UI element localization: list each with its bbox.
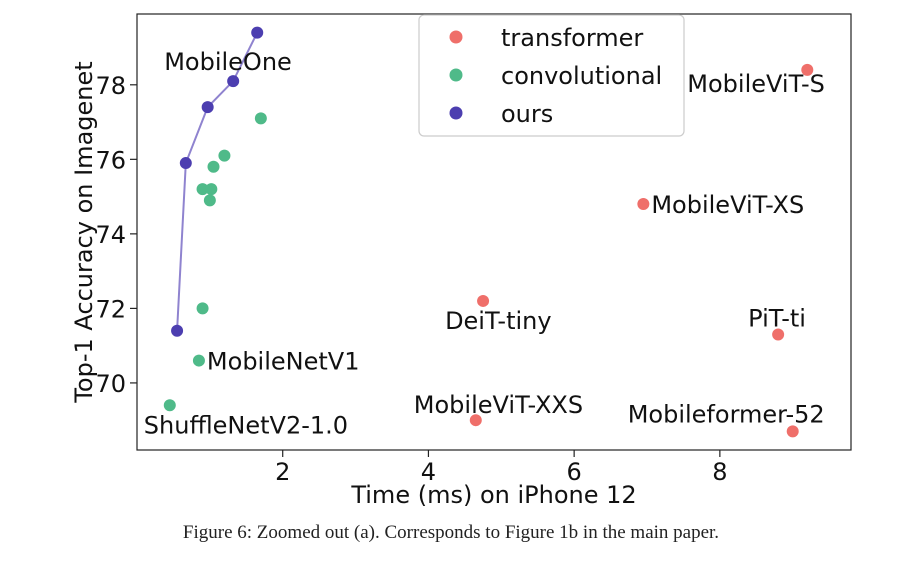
y-tick-label: 78 xyxy=(95,72,126,100)
point-label: PiT-ti xyxy=(748,304,806,332)
y-tick-label: 72 xyxy=(95,295,126,323)
point-ours xyxy=(171,324,184,337)
x-tick-label: 8 xyxy=(712,458,727,486)
x-tick-label: 4 xyxy=(421,458,436,486)
point-convolutional xyxy=(218,149,231,162)
x-tick-label: 6 xyxy=(567,458,582,486)
point-ours xyxy=(251,26,264,39)
x-tick-label: 2 xyxy=(275,458,290,486)
legend-marker-transformer xyxy=(449,30,463,44)
point-label: MobileViT-S xyxy=(687,70,825,98)
y-tick-label: 76 xyxy=(95,146,126,174)
point-label: MobileNetV1 xyxy=(207,348,360,376)
point-convolutional xyxy=(207,160,220,173)
point-label: MobileViT-XXS xyxy=(414,391,583,419)
legend-marker-ours xyxy=(449,106,463,120)
point-convolutional xyxy=(254,112,267,125)
point-convolutional xyxy=(196,183,209,196)
y-tick-label: 74 xyxy=(95,221,126,249)
point-ours xyxy=(201,101,214,114)
point-transformer xyxy=(477,294,490,307)
x-axis-label: Time (ms) on iPhone 12 xyxy=(350,481,636,509)
legend-label: ours xyxy=(501,100,553,128)
point-transformer xyxy=(772,328,785,341)
series-group-label: MobileOne xyxy=(164,48,292,76)
y-axis-label: Top-1 Accuracy on Imagenet xyxy=(70,61,98,403)
point-convolutional xyxy=(163,399,176,412)
point-label: ShuffleNetV2-1.0 xyxy=(144,411,348,439)
point-label: Mobileformer-52 xyxy=(628,400,825,428)
legend-box xyxy=(418,14,685,137)
point-ours xyxy=(179,157,192,170)
point-transformer xyxy=(469,414,482,427)
point-ours xyxy=(227,75,240,88)
point-label: DeiT-tiny xyxy=(445,307,552,335)
point-convolutional xyxy=(203,194,216,207)
legend-marker-convolutional xyxy=(449,68,463,82)
legend-label: convolutional xyxy=(501,62,662,90)
point-label: MobileViT-XS xyxy=(651,191,804,219)
legend-label: transformer xyxy=(501,24,643,52)
figure-caption: Figure 6: Zoomed out (a). Corresponds to… xyxy=(182,522,720,543)
plot-frame xyxy=(136,13,852,451)
point-convolutional xyxy=(205,183,218,196)
point-transformer xyxy=(637,198,650,211)
point-transformer xyxy=(801,63,814,76)
point-convolutional xyxy=(192,354,205,367)
point-convolutional xyxy=(196,302,209,315)
series-line-ours xyxy=(176,32,259,331)
point-transformer xyxy=(786,425,799,438)
y-tick-label: 70 xyxy=(95,370,126,398)
